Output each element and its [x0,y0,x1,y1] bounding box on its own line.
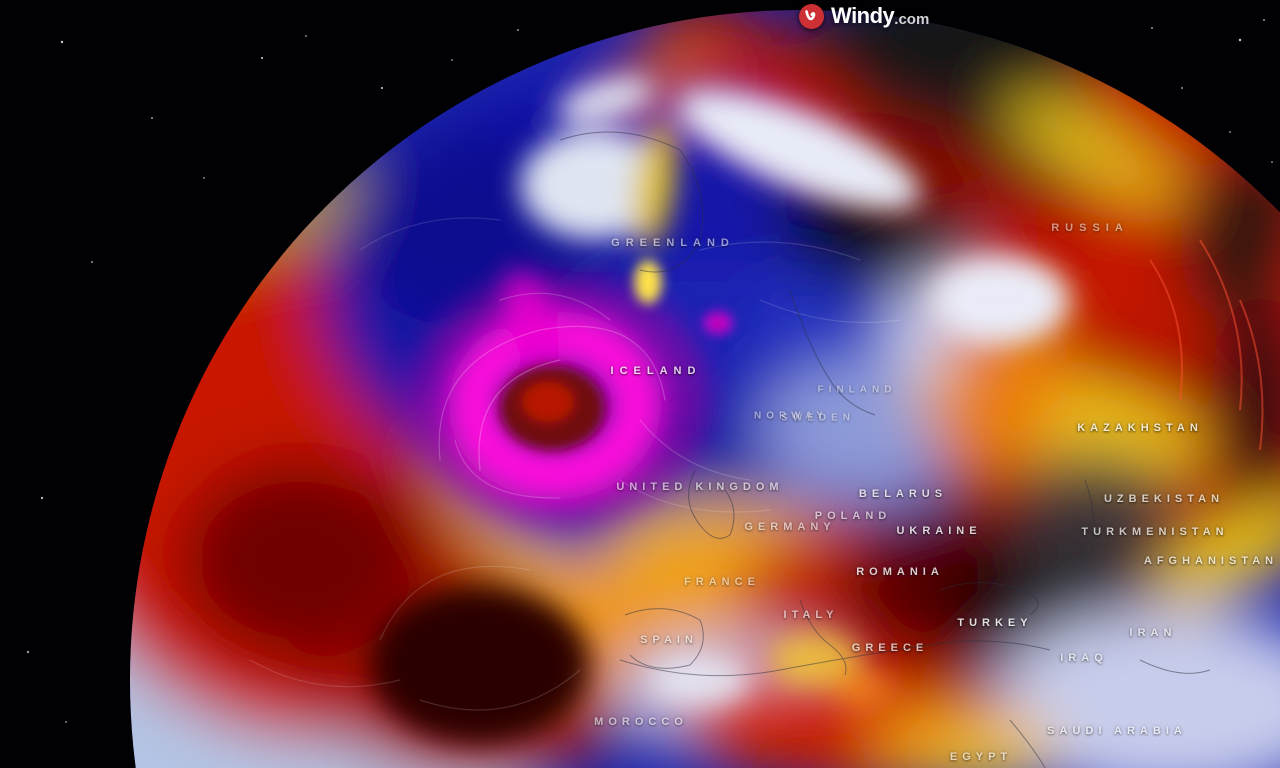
coastlines [559,131,1211,768]
wind-streamlines [249,217,901,711]
windy-brand-text: Windy [831,3,895,28]
windy-logo[interactable]: Windy .com [799,2,929,30]
stars [26,19,1273,723]
windy-brand-suffix: .com [894,11,930,28]
windy-swirl-icon [799,3,824,29]
